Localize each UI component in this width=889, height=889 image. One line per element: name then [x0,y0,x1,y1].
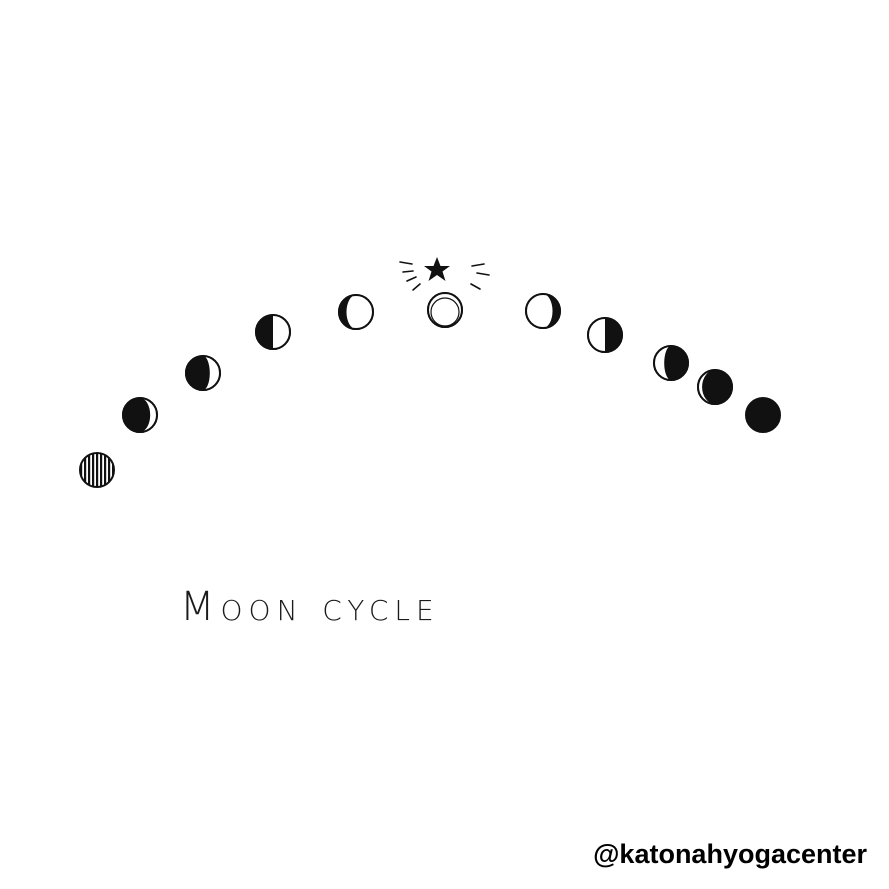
moon-waning-crescent-2-icon [697,369,733,405]
moon-new-moon-icon [745,397,781,433]
moon-waxing-crescent-icon [122,397,158,433]
star-icon [424,257,450,281]
watermark-handle: @katonahyogacenter [593,839,867,869]
moon-full-moon-icon [427,292,463,328]
moon-new-moon-hatched-icon [79,452,115,488]
moon-waning-gibbous-icon [525,293,561,329]
moon-last-quarter-icon [587,317,623,353]
moon-phases [79,292,781,488]
moon-first-quarter-icon [255,314,291,350]
moon-waxing-gibbous-icon [338,294,374,330]
page-title: Moon cycle [180,584,440,630]
moon-waxing-crescent-2-icon [185,355,221,391]
star-rays [399,261,490,291]
moon-waning-crescent-icon [653,345,689,381]
